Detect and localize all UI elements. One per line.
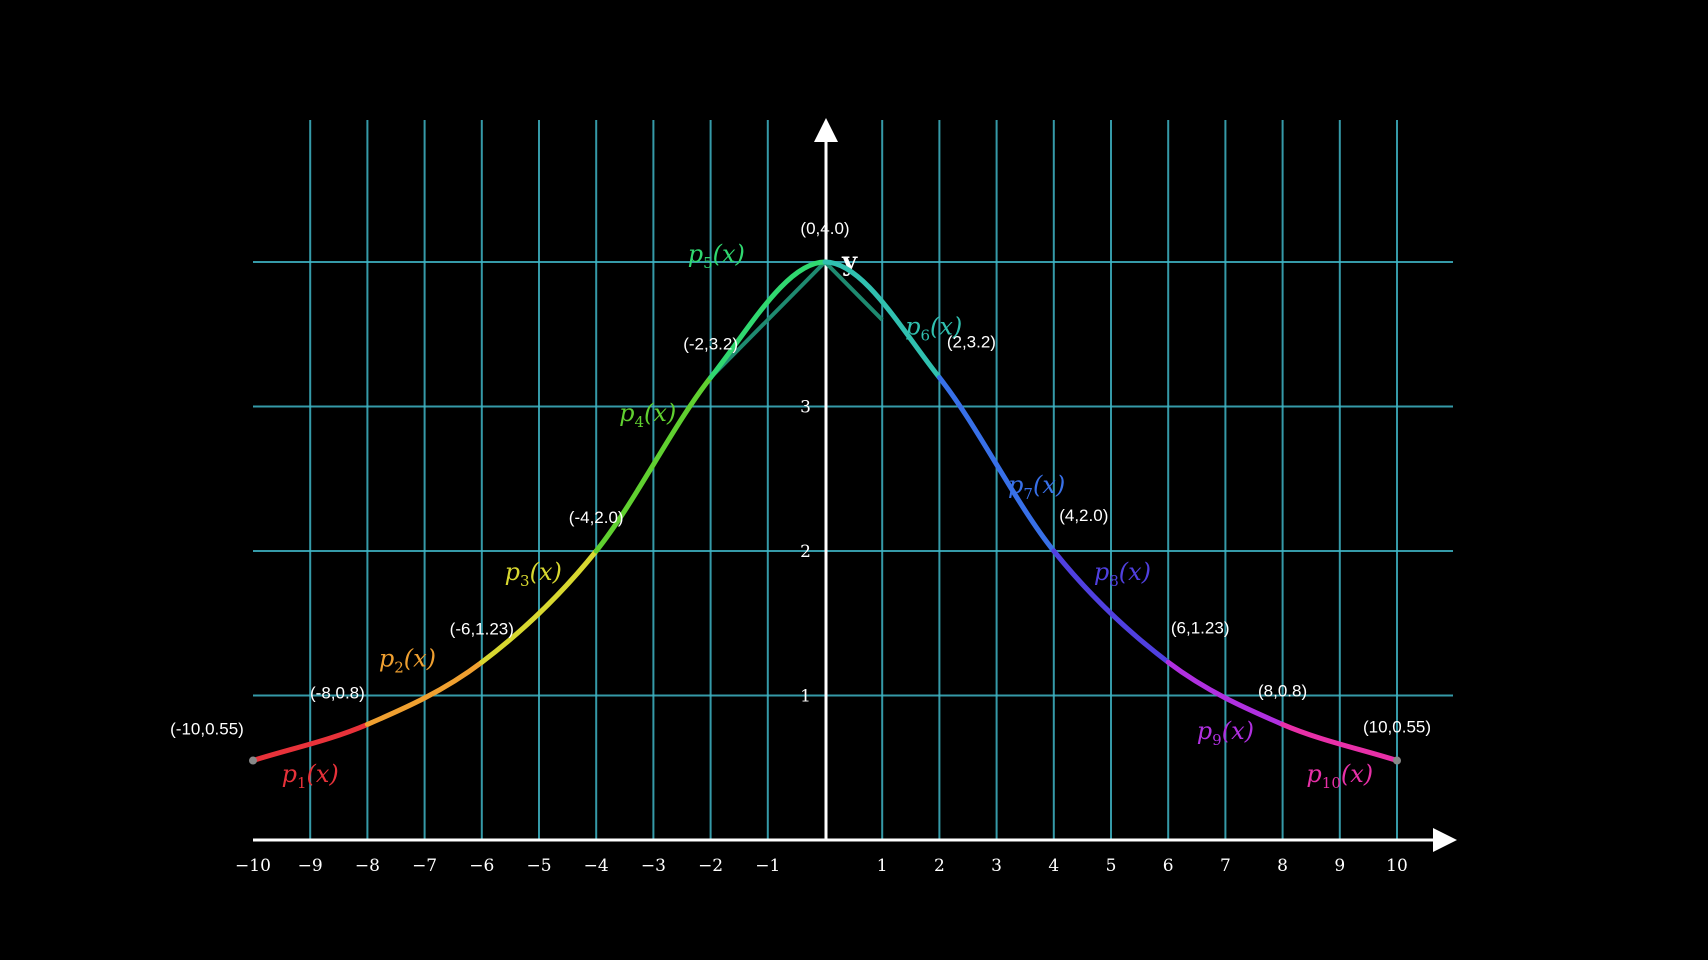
knot-label: (6,1.23) — [1171, 618, 1230, 637]
curve-segment-p1(x) — [250, 721, 370, 764]
x-tick-label: 9 — [1334, 856, 1345, 876]
linear-segment — [823, 260, 884, 322]
x-tick-label: 1 — [877, 856, 888, 876]
curve-segment-p4(x) — [593, 375, 714, 554]
series-labels: p1(x) p2(x) p3(x) p4(x) p5(x) p6(x) p7(x) p8(x)… — [282, 240, 1374, 792]
x-tick-label: 10 — [1386, 856, 1408, 876]
linear-segments — [709, 260, 884, 380]
x-tick-label: −8 — [355, 856, 380, 876]
x-tick-label: −9 — [298, 856, 323, 876]
x-tick-label: −10 — [235, 856, 271, 876]
series-label-p10(x): p10(x) — [1306, 760, 1373, 792]
knot-label: (10,0.55) — [1363, 718, 1431, 737]
series-label-p4(x): p4(x) — [619, 399, 676, 431]
knot-label: (-6,1.23) — [450, 619, 514, 638]
curve-segment-p5(x) — [708, 259, 828, 381]
curve-segment-p6(x) — [822, 259, 942, 381]
y-tick-label: 3 — [800, 398, 811, 418]
x-tick-label: −6 — [469, 856, 494, 876]
x-tick-label: −1 — [755, 856, 780, 876]
axes: y — [253, 118, 1457, 852]
x-tick-label: 2 — [934, 856, 945, 876]
y-axis-arrow-icon — [814, 118, 838, 142]
knot-label: (2,3.2) — [947, 333, 996, 352]
knot-label: (0,4.0) — [800, 219, 849, 238]
x-tick-label: −4 — [584, 856, 609, 876]
y-tick-label: 2 — [800, 542, 811, 562]
series-label-p6(x): p6(x) — [905, 312, 962, 344]
knot-points — [249, 756, 1401, 765]
y-tick-labels: 1 2 3 — [800, 398, 811, 707]
x-tick-label: 3 — [991, 856, 1002, 876]
grid — [253, 120, 1453, 840]
curve-segment-p7(x) — [936, 375, 1057, 554]
knot-label: (-8,0.8) — [310, 683, 365, 702]
series-label-p5(x): p5(x) — [688, 240, 745, 272]
x-tick-label: 7 — [1220, 856, 1231, 876]
curve-segment-p9(x) — [1165, 659, 1286, 727]
x-tick-label: 4 — [1048, 856, 1059, 876]
curve-segment-p3(x) — [479, 548, 599, 665]
x-tick-label: −2 — [698, 856, 723, 876]
curve-segment-p2(x) — [364, 659, 485, 727]
x-tick-label: 5 — [1106, 856, 1117, 876]
x-axis-arrow-icon — [1433, 828, 1457, 852]
series-label-p1(x): p1(x) — [282, 760, 339, 792]
curve-segment-p10(x) — [1280, 721, 1400, 764]
y-tick-label: 1 — [800, 687, 811, 707]
knot-label: (-4,2.0) — [569, 508, 624, 527]
endpoint-marker — [1393, 756, 1401, 765]
series-label-p8(x): p8(x) — [1094, 558, 1151, 590]
series-label-p3(x): p3(x) — [505, 558, 562, 590]
series-label-p9(x): p9(x) — [1197, 717, 1254, 749]
x-tick-label: −3 — [641, 856, 666, 876]
endpoint-marker — [249, 756, 257, 765]
curve-segment-p8(x) — [1051, 548, 1171, 665]
x-tick-labels: −10 −9 −8 −7 −6 −5 −4 −3 −2 −1 1 2 3 4 5 6 7 8 9 10 — [235, 856, 1408, 876]
series-label-p2(x): p2(x) — [379, 645, 436, 677]
x-tick-label: 8 — [1277, 856, 1288, 876]
knot-label: (-2,3.2) — [683, 335, 738, 354]
linear-segment — [709, 260, 827, 380]
x-tick-label: −5 — [526, 856, 551, 876]
knot-label: (-10,0.55) — [170, 720, 244, 739]
x-tick-label: −7 — [412, 856, 437, 876]
knot-label: (8,0.8) — [1258, 681, 1307, 700]
curve-segments — [250, 259, 1400, 764]
series-label-p7(x): p7(x) — [1008, 471, 1065, 503]
x-tick-label: 6 — [1163, 856, 1174, 876]
knot-label: (4,2.0) — [1059, 506, 1108, 525]
knot-labels: (-10,0.55) (-8,0.8) (-6,1.23) (-4,2.0) (-2,3… — [170, 219, 1431, 739]
